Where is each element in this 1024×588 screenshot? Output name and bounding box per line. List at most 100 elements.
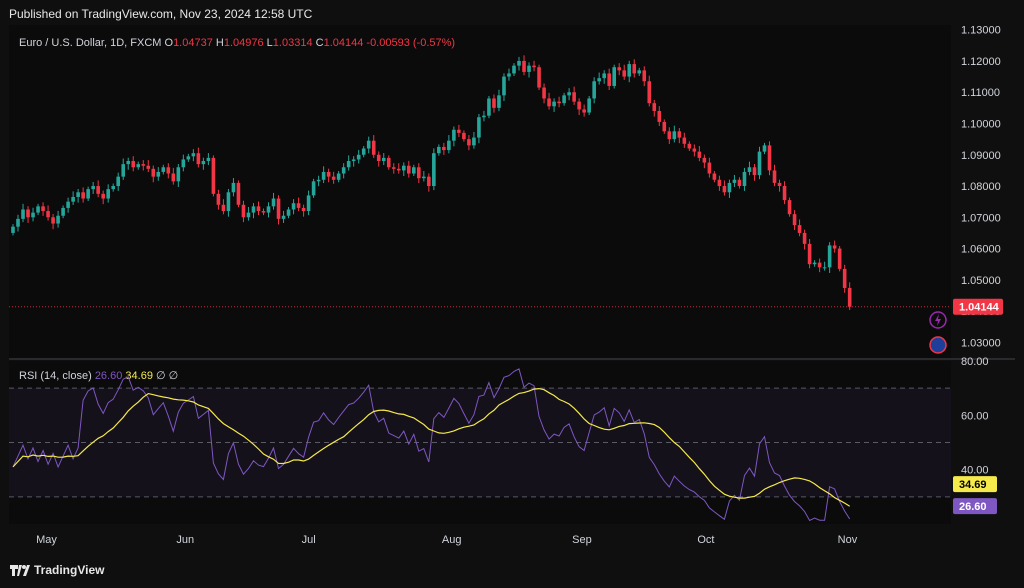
candle-body: [762, 145, 767, 152]
candle-body: [291, 203, 296, 210]
candle-body: [487, 98, 491, 116]
candle-body: [141, 164, 146, 166]
candle-body: [652, 103, 657, 111]
candle-body: [106, 189, 110, 199]
open-label: O: [164, 37, 174, 49]
candle-body: [36, 206, 40, 213]
candle-body: [807, 243, 812, 265]
candle-body: [822, 267, 827, 269]
candle-body: [151, 168, 156, 177]
time-axis-label: Oct: [697, 534, 714, 546]
candle-body: [572, 92, 576, 102]
candle-body: [306, 195, 311, 212]
price-pane[interactable]: [9, 25, 951, 358]
price-axis-label: 1.12000: [961, 56, 1001, 68]
candle-body: [722, 186, 727, 193]
close-value: 1.04144: [323, 37, 364, 49]
candle-body: [366, 140, 371, 149]
candle-body: [66, 201, 70, 208]
candle-body: [612, 67, 616, 86]
candle-body: [41, 206, 45, 212]
candle-body: [432, 153, 436, 187]
candle-body: [637, 70, 642, 74]
candle-body: [757, 151, 762, 176]
candle-body: [682, 137, 687, 144]
candle-body: [296, 203, 301, 208]
candle-body: [321, 171, 326, 180]
candle-body: [181, 159, 186, 168]
candle-body: [391, 167, 396, 169]
candle-body: [336, 173, 341, 180]
candle-body: [457, 129, 461, 133]
candle-body: [96, 186, 100, 194]
candle-body: [847, 287, 852, 307]
candle-body: [31, 212, 35, 218]
rsi-legend-value: 26.60: [94, 370, 123, 382]
candle-body: [792, 214, 797, 226]
candle-body: [492, 98, 496, 108]
rsi-title[interactable]: RSI (14, close): [19, 370, 92, 382]
candle-body: [802, 232, 807, 244]
candle-body: [687, 143, 692, 149]
rsi-legend: RSI (14, close) 26.60 34.69 ∅ ∅: [19, 369, 178, 382]
candle-body: [577, 101, 581, 110]
candle-body: [316, 179, 321, 182]
candle-body: [186, 156, 191, 160]
candle-body: [567, 92, 571, 96]
candle-body: [447, 140, 451, 151]
high-label: H: [215, 37, 224, 49]
published-label: Published on TradingView.com, Nov 23, 20…: [9, 7, 313, 21]
candle-body: [602, 73, 606, 79]
time-axis-label: Jul: [302, 534, 316, 546]
candle-body: [527, 65, 531, 72]
candle-body: [356, 154, 361, 160]
candle-body: [462, 132, 466, 140]
candle-body: [91, 186, 95, 190]
candle-body: [557, 101, 561, 104]
candle-body: [412, 167, 416, 174]
price-axis-label: 1.07000: [961, 212, 1001, 224]
candle-body: [532, 65, 536, 68]
candle-body: [246, 212, 251, 218]
candle-body: [607, 73, 611, 86]
footer-brand[interactable]: TradingView: [10, 563, 104, 577]
candle-body: [76, 192, 80, 197]
candle-body: [21, 209, 25, 219]
candle-body: [121, 164, 126, 177]
rsi-ma-badge-value: 34.69: [959, 479, 987, 491]
candle-body: [171, 173, 176, 182]
symbol-title[interactable]: Euro / U.S. Dollar, 1D, FXCM: [19, 37, 162, 49]
candle-body: [136, 164, 141, 168]
candle-body: [472, 137, 476, 146]
candle-body: [717, 179, 722, 187]
lightning-glyph-icon: [935, 314, 941, 326]
candle-body: [161, 167, 166, 172]
candle-body: [452, 129, 456, 141]
candle-body: [111, 186, 115, 190]
candle-body: [427, 176, 431, 187]
candle-body: [351, 159, 356, 162]
candle-body: [376, 154, 381, 162]
open-value: 1.04737: [173, 37, 213, 49]
time-axis-label: Sep: [572, 534, 592, 546]
candle-body: [442, 146, 446, 151]
close-label: C: [315, 37, 324, 49]
pane-divider[interactable]: [9, 358, 1015, 360]
candle-body: [777, 182, 782, 187]
candle-body: [251, 206, 256, 213]
alert-lightning-icon: [929, 311, 947, 329]
candle-body: [201, 161, 206, 165]
candle-body: [131, 161, 136, 168]
candle-body: [842, 268, 847, 288]
candle-body: [617, 67, 622, 71]
rsi-ma-badge: [953, 476, 997, 493]
candle-body: [582, 109, 586, 113]
candle-body: [537, 67, 541, 88]
rsi-badge-value: 26.60: [959, 501, 987, 513]
change-value: -0.00593 (-0.57%): [366, 37, 456, 49]
candle-body: [552, 101, 556, 107]
candle-body: [767, 145, 772, 171]
rsi-line: [12, 368, 851, 522]
candle-body: [116, 176, 121, 187]
